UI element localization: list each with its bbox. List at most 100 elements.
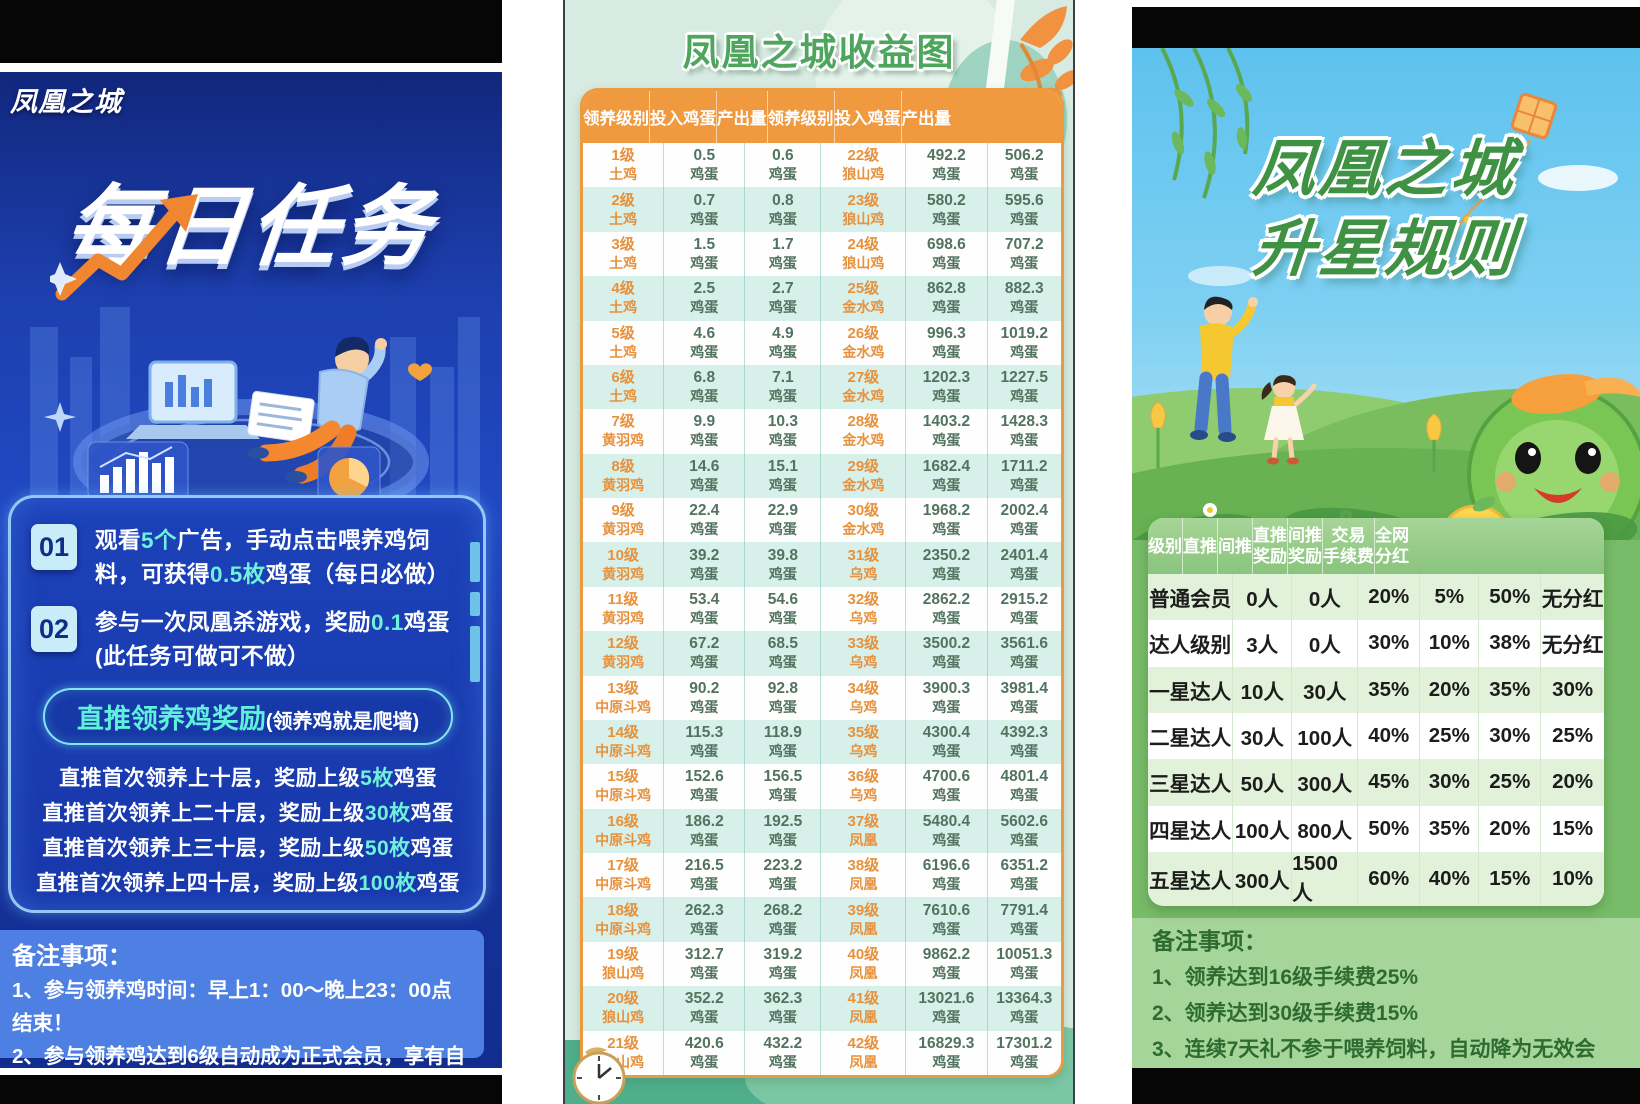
cell-output-left: 7.1 鸡蛋 <box>744 364 820 410</box>
cell-level-left: 15级 中原斗鸡 <box>583 764 663 808</box>
output-value: 118.9 <box>763 724 802 742</box>
egg-suffix: 鸡蛋 <box>1010 964 1039 981</box>
earnings-poster: 凤凰之城收益图 领养级别 投入鸡蛋 产出量 领养级别 投入鸡蛋 产出量 1级 土鸡 0.5 <box>563 0 1075 1104</box>
output-value: 5602.6 <box>1000 812 1048 830</box>
output-value: 2915.2 <box>1000 590 1048 608</box>
reward-amount: 5枚 <box>360 767 394 790</box>
cell-trade-fee: 15% <box>1478 851 1540 906</box>
earnings-row: 9级 黄羽鸡 22.4 鸡蛋 22.9 鸡蛋 30级 <box>583 498 1061 543</box>
cell-output-left: 192.5 鸡蛋 <box>744 808 820 853</box>
cell-input-left: 186.2 鸡蛋 <box>663 808 744 853</box>
cell-level-left: 8级 黄羽鸡 <box>583 454 663 498</box>
level-number: 14级 <box>607 724 639 742</box>
rules-header-cell: 直推 奖励 <box>1252 518 1287 574</box>
cell-level-right: 37级 凤凰 <box>820 808 905 853</box>
rules-note-line: 1、领养达到16级手续费25% <box>1152 966 1419 989</box>
level-number: 5级 <box>611 324 635 342</box>
rules-header-cell: 直推 <box>1182 518 1217 574</box>
cell-level-right: 32级 乌鸡 <box>820 586 905 632</box>
output-value: 156.5 <box>763 768 803 786</box>
cell-direct-referrals: 0人 <box>1232 574 1291 621</box>
kite-icon <box>1452 92 1558 237</box>
input-value: 115.3 <box>685 724 724 742</box>
level-number: 33级 <box>847 635 880 653</box>
level-number: 16级 <box>607 812 639 830</box>
egg-suffix: 鸡蛋 <box>768 299 797 316</box>
cell-input-right: 16829.3 鸡蛋 <box>905 1030 986 1075</box>
output-value: 4.9 <box>772 324 794 342</box>
egg-suffix: 鸡蛋 <box>768 166 797 183</box>
rules-header-cell: 间推 奖励 <box>1287 518 1322 574</box>
cell-output-left: 54.6 鸡蛋 <box>744 586 820 632</box>
earnings-row: 6级 土鸡 6.8 鸡蛋 7.1 鸡蛋 27级 <box>583 364 1061 410</box>
circuit-decoration <box>470 626 480 682</box>
cell-output-left: 0.8 鸡蛋 <box>744 187 820 232</box>
cell-level-right: 41级 凤凰 <box>820 986 905 1031</box>
level-number: 1级 <box>611 147 635 165</box>
level-name: 凤凰 <box>849 920 878 937</box>
level-number: 3级 <box>611 235 635 253</box>
level-name: 金水鸡 <box>842 432 885 449</box>
cell-level-left: 16级 中原斗鸡 <box>583 809 663 853</box>
egg-suffix: 鸡蛋 <box>690 654 719 671</box>
cell-input-left: 2.5 鸡蛋 <box>663 276 744 321</box>
level-name: 金水鸡 <box>842 521 885 538</box>
input-value: 4.6 <box>693 324 716 342</box>
cell-output-right: 10051.3 鸡蛋 <box>986 941 1061 987</box>
egg-suffix: 鸡蛋 <box>1010 388 1039 405</box>
level-number: 19级 <box>607 945 639 963</box>
cell-trade-fee: 20% <box>1478 805 1540 852</box>
task-highlight: 5个 <box>141 528 178 553</box>
cell-level-left: 18级 中原斗鸡 <box>583 897 663 941</box>
cell-input-left: 90.2 鸡蛋 <box>663 675 744 720</box>
level-name: 狼山鸡 <box>602 964 645 981</box>
egg-suffix: 鸡蛋 <box>690 388 719 405</box>
level-name: 乌鸡 <box>849 565 878 582</box>
level-name: 中原斗鸡 <box>595 876 652 893</box>
input-value: 6.8 <box>693 369 716 387</box>
level-name: 土鸡 <box>609 299 638 316</box>
cell-member-level: 三星达人 <box>1149 773 1232 797</box>
cell-input-right: 1682.4 鸡蛋 <box>905 453 986 498</box>
input-value: 0.7 <box>693 191 716 209</box>
egg-suffix: 鸡蛋 <box>768 1053 797 1070</box>
level-number: 2级 <box>611 191 635 209</box>
input-value: 4300.4 <box>922 724 971 742</box>
reward-unit: 鸡蛋 <box>393 767 437 790</box>
cell-output-left: 4.9 鸡蛋 <box>744 320 820 365</box>
cloud <box>1538 165 1618 191</box>
reward-amount: 30枚 <box>364 802 411 825</box>
egg-suffix: 鸡蛋 <box>932 343 961 360</box>
cell-input-left: 115.3 鸡蛋 <box>663 719 744 765</box>
cell-input-right: 4300.4 鸡蛋 <box>905 719 986 765</box>
star-rules-title-line2: 升星规则 <box>1250 215 1521 284</box>
cell-input-left: 22.4 鸡蛋 <box>663 498 744 543</box>
level-name: 金水鸡 <box>842 299 885 316</box>
output-value: 0.8 <box>772 191 794 209</box>
level-number: 40级 <box>847 945 880 963</box>
cell-output-right: 506.2 鸡蛋 <box>986 143 1061 188</box>
cell-input-left: 0.7 鸡蛋 <box>663 187 744 232</box>
level-name: 乌鸡 <box>849 654 878 671</box>
egg-suffix: 鸡蛋 <box>932 698 961 715</box>
egg-suffix: 鸡蛋 <box>1010 654 1039 671</box>
cell-member-level: 一星达人 <box>1149 680 1232 704</box>
cell-input-right: 1202.3 鸡蛋 <box>905 364 986 410</box>
cell-direct-reward: 50% <box>1357 805 1419 852</box>
cell-input-left: 352.2 鸡蛋 <box>663 986 744 1031</box>
cell-level-left: 10级 黄羽鸡 <box>583 542 663 586</box>
egg-suffix: 鸡蛋 <box>690 920 719 937</box>
input-value: 420.6 <box>684 1034 724 1052</box>
task-highlight: 0.5枚 <box>210 562 266 587</box>
egg-suffix: 鸡蛋 <box>690 1053 719 1070</box>
output-value: 2002.4 <box>1000 502 1048 520</box>
level-name: 狼山鸡 <box>842 254 885 271</box>
egg-suffix: 鸡蛋 <box>1010 698 1039 715</box>
notes-lines: 1、参与领养鸡时间：早上1：00～晚上23：00点结束！ 2、参与领养鸡达到6级自… <box>12 974 470 1068</box>
egg-suffix: 鸡蛋 <box>1010 831 1039 848</box>
cell-network-dividend: 10% <box>1540 851 1604 906</box>
earnings-header-cell: 产出量 <box>900 91 951 143</box>
cell-network-dividend: 无分红 <box>1540 620 1604 667</box>
level-number: 6级 <box>611 369 635 387</box>
input-value: 14.6 <box>689 457 720 475</box>
